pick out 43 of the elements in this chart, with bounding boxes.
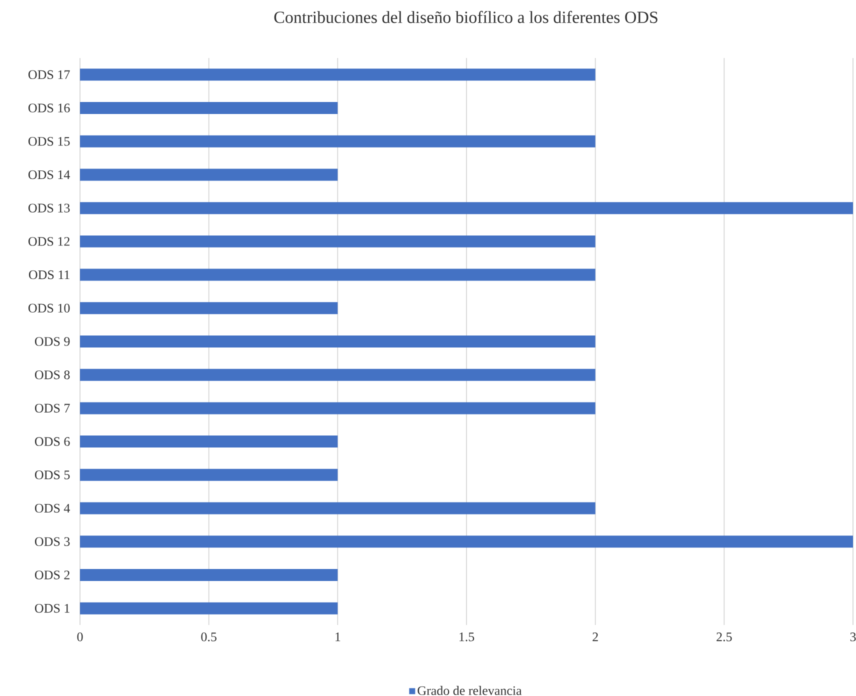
bar	[80, 568, 338, 581]
legend-label: Grado de relevancia	[418, 686, 522, 696]
bar	[80, 135, 596, 148]
bar	[80, 202, 854, 214]
bar	[80, 235, 596, 248]
x-tick-label: 3	[850, 632, 856, 642]
y-tick-label: ODS 9	[34, 337, 70, 346]
y-tick-label: ODS 4	[34, 504, 70, 513]
bar	[80, 502, 596, 514]
y-tick-label: ODS 5	[34, 470, 70, 480]
bar	[80, 268, 596, 281]
chart-title: Contribuciones del diseño biofílico a los diferentes ODS	[274, 10, 658, 24]
bar	[80, 302, 338, 314]
bar	[80, 536, 854, 548]
y-tick-label: ODS 11	[28, 270, 70, 280]
x-tick-label: 0	[77, 632, 83, 642]
y-tick-label: ODS 7	[34, 404, 70, 413]
bar	[80, 168, 338, 181]
bar	[80, 468, 338, 481]
y-tick-label: ODS 14	[28, 170, 70, 180]
y-tick-label: ODS 2	[34, 570, 70, 580]
bar	[80, 436, 338, 448]
y-tick-label: ODS 15	[28, 137, 70, 146]
bar	[80, 335, 596, 348]
x-tick-label: 0.5	[201, 632, 216, 642]
y-tick-label: ODS 16	[28, 104, 70, 112]
y-tick-label: ODS 8	[34, 370, 70, 380]
bar	[80, 102, 338, 114]
y-tick-label: ODS 12	[28, 237, 70, 246]
y-tick-label: ODS 3	[34, 537, 70, 546]
y-tick-label: ODS 17	[28, 70, 70, 80]
y-tick-label: ODS 13	[28, 204, 70, 212]
x-tick-label: 1.5	[460, 632, 474, 642]
y-tick-label: ODS 1	[34, 604, 70, 613]
y-tick-label: ODS 6	[34, 437, 70, 446]
bar	[80, 602, 338, 614]
y-tick-label: ODS 10	[28, 304, 70, 313]
x-tick-label: 2	[592, 632, 598, 642]
bar	[80, 402, 596, 414]
bar	[80, 68, 596, 81]
bar	[80, 368, 596, 381]
x-tick-label: 1	[336, 632, 340, 642]
x-tick-label: 2.5	[716, 632, 732, 642]
